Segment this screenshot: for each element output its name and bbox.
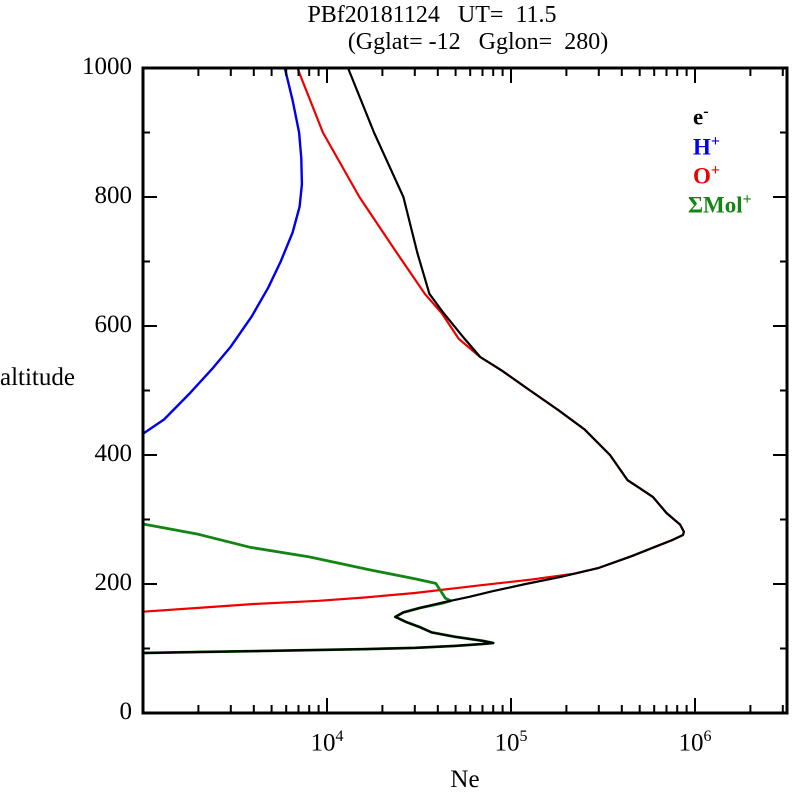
x-tick-exponent: 4 — [335, 728, 344, 745]
x-tick-label-1e5: 105 — [471, 724, 551, 756]
legend-label: O — [693, 163, 711, 189]
x-tick-base: 10 — [678, 729, 704, 757]
curve-e- — [141, 66, 686, 655]
y-tick-label-800: 800 — [94, 182, 133, 209]
chart-subtitle: (Gglat= -12 Gglon= 280) — [347, 29, 609, 55]
legend-item-h-plus: H+ — [693, 129, 720, 161]
tick-marks — [143, 67, 787, 714]
x-tick-exponent: 6 — [703, 728, 712, 745]
x-tick-label-1e6: 106 — [655, 724, 735, 756]
legend-label: H — [693, 134, 711, 160]
chart-title: PBf20181124 UT= 11.5 — [307, 2, 557, 28]
legend-item-electron: e- — [693, 99, 709, 131]
legend-label: e — [693, 104, 704, 130]
y-axis-title: altitude — [0, 364, 75, 391]
y-tick-label-200: 200 — [94, 569, 133, 596]
y-tick-label-400: 400 — [94, 440, 133, 467]
x-tick-label-1e4: 104 — [287, 724, 367, 756]
x-tick-exponent: 5 — [519, 728, 528, 745]
legend-superscript: - — [703, 103, 709, 120]
x-tick-base: 10 — [494, 729, 520, 757]
curve-o+ — [141, 66, 686, 613]
legend-superscript: + — [710, 133, 721, 150]
plot-frame — [141, 66, 789, 715]
legend-superscript: + — [710, 162, 721, 179]
curve-lines — [141, 66, 686, 655]
curve-h+ — [141, 66, 304, 435]
y-tick-label-1000: 1000 — [82, 53, 132, 80]
y-tick-label-600: 600 — [94, 311, 133, 338]
legend-superscript: + — [742, 191, 752, 208]
x-axis-title: Ne — [450, 766, 480, 793]
y-tick-label-0: 0 — [119, 698, 133, 725]
x-tick-base: 10 — [310, 729, 336, 757]
axis-ticks — [143, 67, 787, 714]
legend-item-mol-plus: ΣMol+ — [688, 187, 752, 219]
legend-item-o-plus: O+ — [693, 158, 720, 190]
legend-label: ΣMol — [688, 192, 743, 218]
